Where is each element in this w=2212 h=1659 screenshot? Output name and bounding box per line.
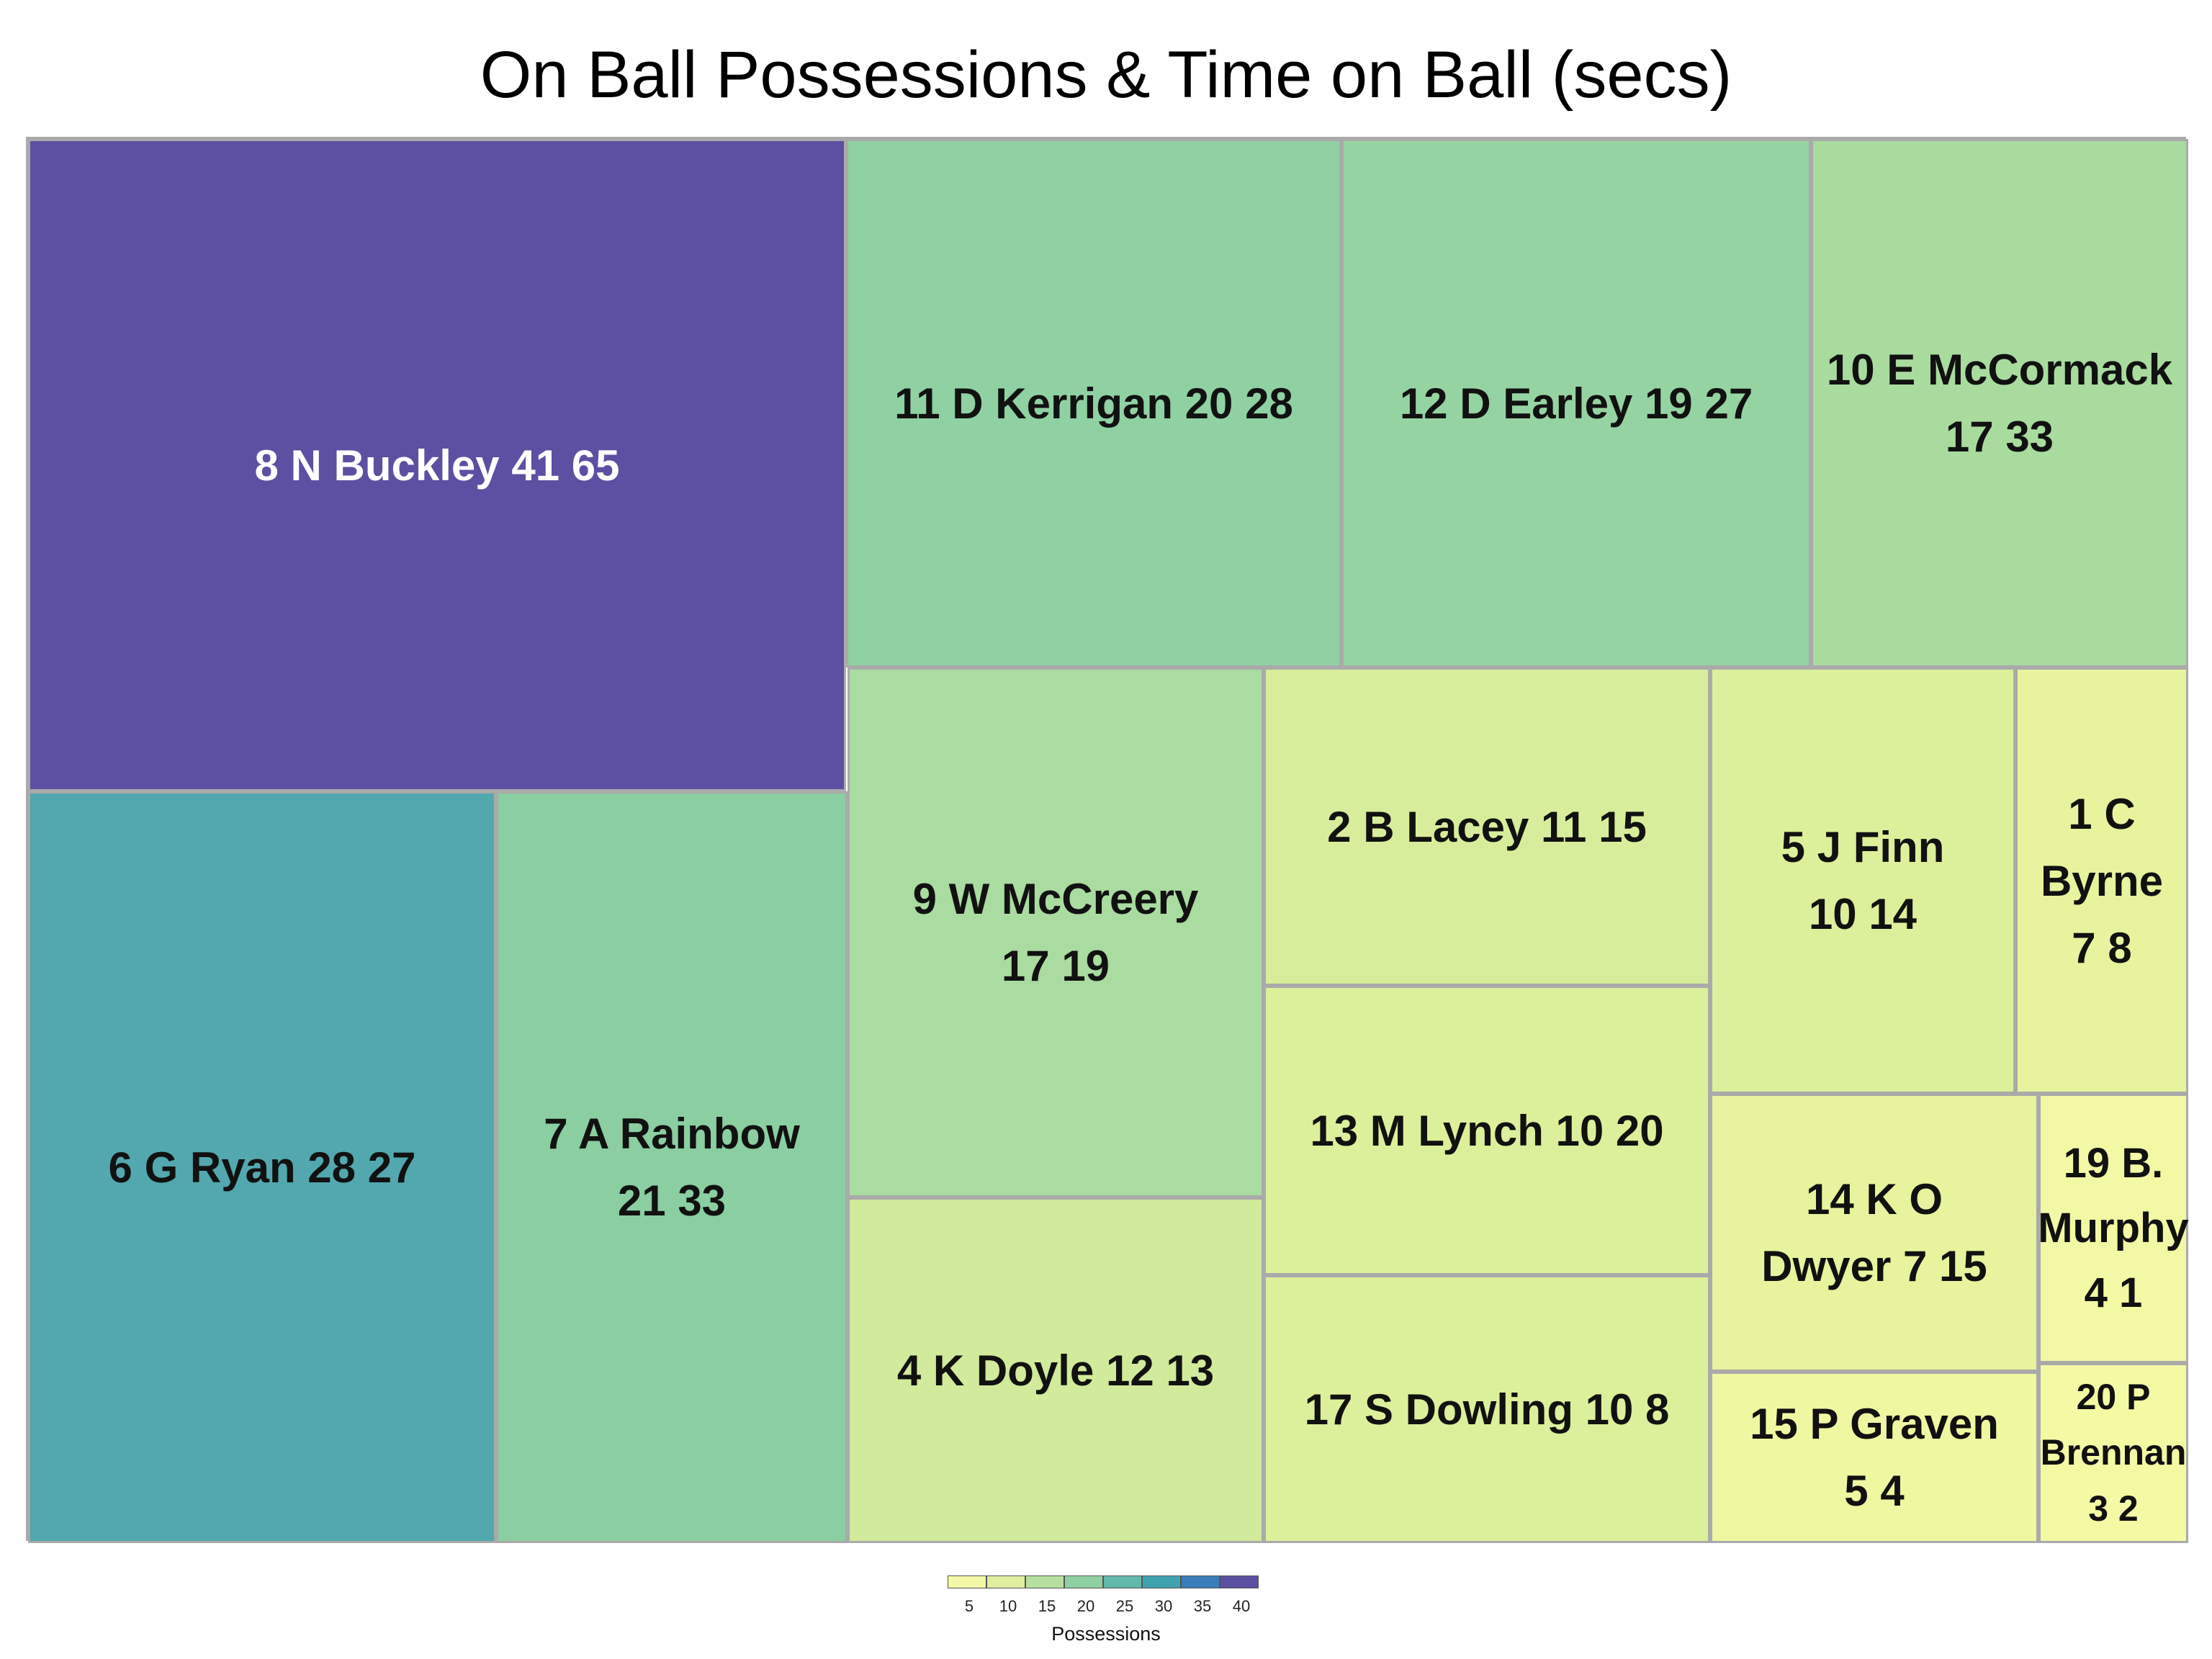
- tile-label: 12 D Earley 19 27: [1399, 379, 1753, 428]
- tile-label: 19 B. Murphy 4 1: [2038, 1140, 2189, 1316]
- treemap-tile: 8 N Buckley 41 65: [28, 139, 846, 791]
- legend-swatch: [1181, 1575, 1220, 1588]
- tile-label: 14 K O Dwyer 7 15: [1761, 1175, 1987, 1290]
- treemap-tile: 11 D Kerrigan 20 28: [846, 139, 1341, 667]
- treemap-tile: 5 J Finn 10 14: [1710, 667, 2015, 1094]
- legend-swatch: [1025, 1575, 1064, 1588]
- legend-tick-label: 5: [964, 1597, 974, 1615]
- treemap: 8 N Buckley 41 65 6 G Ryan 28 27 7 A Rainb…: [26, 137, 2189, 1543]
- legend-title: Possessions: [1051, 1623, 1161, 1645]
- legend-tick-label: 20: [1076, 1597, 1095, 1615]
- treemap-tile: 7 A Rainbow 21 33: [496, 791, 848, 1543]
- tile-label: 1 C Byrne 7 8: [2040, 789, 2164, 972]
- treemap-tile: 2 B Lacey 11 15: [1264, 667, 1710, 986]
- color-legend: Possessions 5 10 15 20 25 30 35 40: [948, 1575, 1264, 1655]
- tile-label: 15 P Graven 5 4: [1750, 1400, 1999, 1515]
- tile-label: 13 M Lynch 10 20: [1310, 1106, 1664, 1155]
- tile-label: 8 N Buckley 41 65: [254, 441, 620, 490]
- legend-tick-label: 30: [1154, 1597, 1173, 1615]
- treemap-tile: 4 K Doyle 12 13: [848, 1197, 1264, 1543]
- legend-tick-label: 35: [1193, 1597, 1212, 1615]
- legend-tick-label: 25: [1115, 1597, 1134, 1615]
- treemap-tile: 6 G Ryan 28 27: [28, 791, 496, 1543]
- legend-swatch: [948, 1575, 986, 1588]
- legend-swatch: [1220, 1575, 1259, 1588]
- legend-swatch: [986, 1575, 1025, 1588]
- legend-tick-label: 40: [1232, 1597, 1251, 1615]
- tile-label: 17 S Dowling 10 8: [1304, 1385, 1670, 1434]
- legend-swatch: [1103, 1575, 1142, 1588]
- treemap-tile: 17 S Dowling 10 8: [1264, 1275, 1710, 1543]
- treemap-tile: 15 P Graven 5 4: [1710, 1372, 2038, 1543]
- tile-label: 20 P Brennan 3 2: [2040, 1376, 2187, 1529]
- legend-swatch: [1064, 1575, 1103, 1588]
- tile-label: 5 J Finn 10 14: [1781, 823, 1945, 938]
- tile-label: 9 W McCreery 17 19: [912, 875, 1199, 990]
- treemap-tile: 10 E McCormack 17 33: [1811, 139, 2188, 667]
- tile-label: 7 A Rainbow 21 33: [544, 1110, 800, 1225]
- tile-label: 10 E McCormack 17 33: [1826, 346, 2173, 461]
- legend-tick-label: 10: [999, 1597, 1017, 1615]
- tile-label: 11 D Kerrigan 20 28: [894, 379, 1293, 428]
- tile-label: 2 B Lacey 11 15: [1327, 802, 1647, 851]
- treemap-tile: 19 B. Murphy 4 1: [2038, 1094, 2189, 1363]
- treemap-tile: 12 D Earley 19 27: [1341, 139, 1811, 667]
- treemap-tile: 13 M Lynch 10 20: [1264, 986, 1710, 1275]
- tile-label: 4 K Doyle 12 13: [896, 1346, 1215, 1395]
- treemap-tile: 9 W McCreery 17 19: [848, 667, 1264, 1197]
- treemap-tile: 20 P Brennan 3 2: [2038, 1363, 2188, 1543]
- tile-label: 6 G Ryan 28 27: [108, 1143, 416, 1192]
- chart-title: On Ball Possessions & Time on Ball (secs…: [480, 38, 1732, 112]
- treemap-tile: 14 K O Dwyer 7 15: [1710, 1094, 2038, 1372]
- legend-swatch: [1142, 1575, 1181, 1588]
- treemap-tile: 1 C Byrne 7 8: [2015, 667, 2188, 1094]
- legend-tick-label: 15: [1038, 1597, 1056, 1615]
